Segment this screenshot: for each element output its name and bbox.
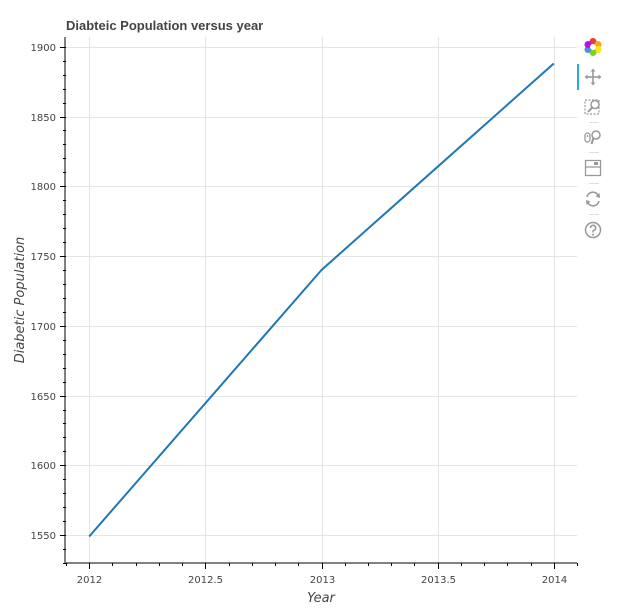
- x-tick-label: 2014: [542, 575, 567, 586]
- y-tick-label: 1750: [31, 252, 56, 263]
- toolbar-separator: [589, 214, 599, 215]
- y-tick-label: 1850: [31, 113, 56, 124]
- x-gridlines: [89, 37, 555, 563]
- y-axis-title: Diabetic Population: [13, 237, 28, 364]
- y-tick-label: 1900: [31, 43, 56, 54]
- series-line: [88, 62, 555, 538]
- box-zoom-tool-icon: [584, 99, 600, 115]
- series-group: [88, 62, 555, 538]
- x-tick-label: 2013.5: [421, 575, 456, 586]
- y-axis-ticks: 1550 1600 1650 1700 1750 1800 1850 1900: [31, 43, 66, 564]
- bokeh-logo[interactable]: [577, 34, 609, 60]
- y-tick-label: 1700: [31, 322, 56, 333]
- help-tool-button[interactable]: [577, 217, 609, 243]
- chart-title: Diabteic Population versus year: [66, 18, 263, 33]
- toolbar-separator: [589, 152, 599, 153]
- y-tick-label: 1550: [31, 531, 56, 542]
- save-tool-button[interactable]: [577, 155, 609, 181]
- x-tick-label: 2012.5: [188, 575, 223, 586]
- x-tick-label: 2013: [310, 575, 335, 586]
- wheel-zoom-tool-button[interactable]: [577, 125, 609, 151]
- x-axis-title: Year: [307, 591, 336, 606]
- toolbar-separator: [589, 122, 599, 123]
- y-gridlines: [66, 47, 577, 536]
- reset-tool-icon: [586, 191, 600, 207]
- toolbar-separator: [589, 183, 599, 184]
- pan-tool-icon: [584, 68, 602, 86]
- bokeh-logo-icon: [584, 38, 602, 56]
- y-tick-label: 1600: [31, 461, 56, 472]
- y-tick-label: 1800: [31, 182, 56, 193]
- reset-tool-button[interactable]: [577, 186, 609, 212]
- save-tool-icon: [584, 159, 602, 177]
- x-tick-label: 2012: [77, 575, 102, 586]
- x-axis-ticks: 2012 2012.5 2013 2013.5 2014: [66, 563, 578, 586]
- pan-tool-button[interactable]: [577, 64, 609, 90]
- y-tick-label: 1650: [31, 392, 56, 403]
- help-tool-icon: [584, 221, 602, 239]
- box-zoom-tool-button[interactable]: [577, 94, 609, 120]
- wheel-zoom-tool-icon: [584, 130, 601, 145]
